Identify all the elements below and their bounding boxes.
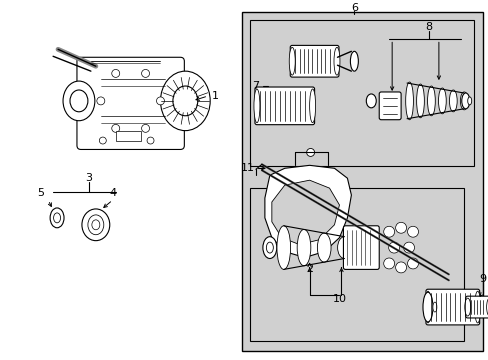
Ellipse shape: [88, 215, 103, 235]
Ellipse shape: [405, 82, 412, 120]
Ellipse shape: [263, 237, 276, 258]
Text: 2: 2: [305, 264, 312, 274]
Circle shape: [306, 148, 314, 156]
Circle shape: [403, 242, 414, 253]
Ellipse shape: [333, 48, 339, 75]
Circle shape: [395, 222, 406, 233]
Circle shape: [112, 125, 120, 132]
Ellipse shape: [424, 291, 430, 323]
Circle shape: [395, 262, 406, 273]
Circle shape: [97, 97, 104, 105]
Circle shape: [156, 97, 164, 105]
Polygon shape: [264, 165, 351, 257]
Ellipse shape: [432, 302, 436, 312]
FancyBboxPatch shape: [290, 45, 338, 77]
Ellipse shape: [422, 292, 432, 322]
Ellipse shape: [438, 88, 446, 114]
Ellipse shape: [317, 233, 330, 262]
Ellipse shape: [160, 71, 210, 131]
FancyBboxPatch shape: [379, 92, 400, 120]
Ellipse shape: [173, 86, 197, 116]
Text: 5: 5: [38, 188, 44, 198]
Ellipse shape: [486, 298, 488, 316]
Circle shape: [407, 258, 418, 269]
FancyBboxPatch shape: [425, 289, 479, 325]
Circle shape: [388, 242, 399, 253]
Text: 6: 6: [350, 3, 357, 13]
Ellipse shape: [297, 229, 310, 266]
Bar: [116, 131, 141, 140]
Ellipse shape: [448, 90, 456, 112]
Ellipse shape: [54, 213, 61, 223]
Circle shape: [383, 258, 394, 269]
Text: 1: 1: [211, 91, 218, 101]
Circle shape: [142, 69, 149, 77]
FancyBboxPatch shape: [254, 87, 314, 125]
Polygon shape: [271, 180, 339, 244]
Ellipse shape: [474, 291, 480, 323]
Ellipse shape: [461, 93, 469, 109]
Ellipse shape: [289, 48, 295, 75]
Text: 8: 8: [425, 22, 431, 32]
Text: 11: 11: [241, 163, 254, 173]
Circle shape: [99, 137, 106, 144]
Ellipse shape: [350, 51, 358, 71]
Ellipse shape: [253, 89, 260, 123]
Ellipse shape: [427, 86, 434, 116]
Bar: [249, 19, 473, 166]
FancyBboxPatch shape: [465, 296, 488, 318]
Bar: [242, 12, 482, 351]
Text: 10: 10: [332, 294, 346, 304]
Circle shape: [147, 137, 154, 144]
Circle shape: [407, 226, 418, 237]
Ellipse shape: [50, 208, 64, 228]
Circle shape: [142, 125, 149, 132]
Ellipse shape: [70, 90, 88, 112]
Ellipse shape: [464, 298, 470, 316]
Ellipse shape: [92, 220, 100, 230]
Ellipse shape: [467, 97, 471, 105]
Text: 4: 4: [109, 188, 116, 198]
Ellipse shape: [82, 209, 109, 240]
Ellipse shape: [266, 242, 273, 253]
Text: 7: 7: [252, 81, 259, 91]
Ellipse shape: [63, 81, 95, 121]
Ellipse shape: [309, 89, 315, 123]
Bar: [249, 188, 463, 341]
Ellipse shape: [366, 94, 375, 108]
Ellipse shape: [276, 226, 290, 269]
Text: 3: 3: [85, 173, 92, 183]
FancyBboxPatch shape: [343, 226, 379, 269]
Ellipse shape: [337, 237, 350, 258]
Ellipse shape: [416, 84, 424, 118]
FancyBboxPatch shape: [77, 57, 184, 149]
Circle shape: [383, 226, 394, 237]
Circle shape: [112, 69, 120, 77]
Ellipse shape: [459, 92, 467, 110]
Text: 9: 9: [478, 274, 485, 284]
